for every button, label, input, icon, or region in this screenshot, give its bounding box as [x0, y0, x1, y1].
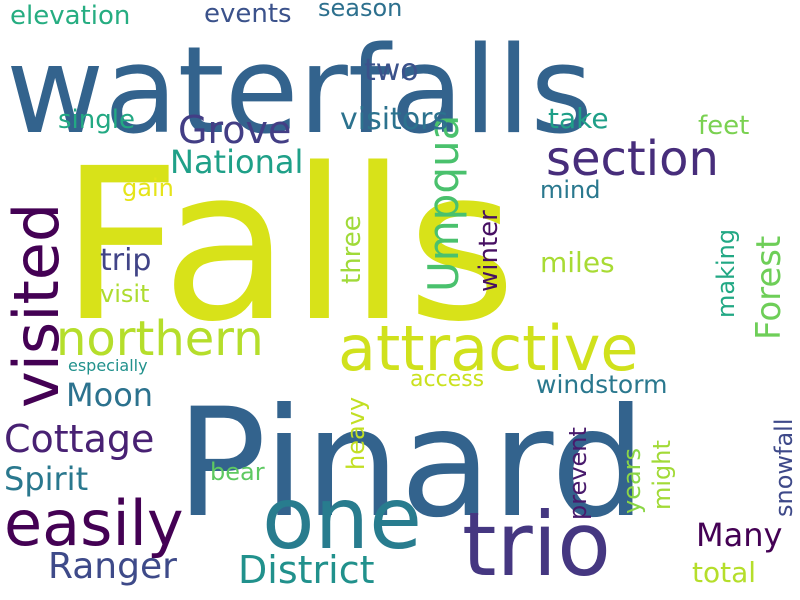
word-umpqua: Umpqua [419, 115, 468, 292]
word-total: total [692, 556, 756, 589]
word-winter: winter [474, 210, 504, 292]
word-take: take [548, 102, 609, 135]
word-visitors: visitors [340, 102, 448, 137]
word-visit: visit [100, 280, 149, 308]
word-many: Many [696, 516, 782, 554]
word-gain: gain [122, 174, 174, 202]
word-heavy: heavy [342, 397, 370, 470]
word-miles: miles [540, 246, 615, 279]
word-ranger: Ranger [48, 546, 177, 587]
word-forest: Forest [749, 236, 789, 340]
word-snowfall: snowfall [770, 418, 798, 517]
word-trio: trio [462, 493, 611, 596]
word-single: single [58, 105, 135, 135]
word-prevent: prevent [564, 427, 592, 520]
word-attractive: attractive [338, 312, 639, 385]
word-elevation: elevation [10, 1, 130, 31]
word-waterfalls: waterfalls [6, 22, 593, 161]
word-mind: mind [540, 176, 601, 204]
word-one: one [262, 469, 422, 569]
word-events: events [204, 0, 292, 29]
word-windstorm: windstorm [536, 370, 667, 399]
word-three: three [337, 215, 367, 284]
word-access: access [410, 367, 484, 392]
word-district: District [238, 548, 375, 592]
word-cottage: Cottage [4, 417, 154, 461]
word-national: National [170, 143, 303, 181]
word-section: section [546, 131, 719, 187]
word-trip: trip [100, 243, 151, 278]
word-two: two [364, 53, 419, 88]
word-bear: bear [210, 458, 265, 486]
word-falls: Falls [60, 123, 516, 368]
word-northern: northern [56, 311, 264, 367]
word-spirit: Spirit [4, 460, 88, 498]
word-making: making [712, 229, 740, 318]
word-years: years [618, 448, 646, 514]
word-visited: visited [0, 203, 73, 408]
word-might: might [648, 440, 676, 510]
word-season: season [318, 0, 402, 22]
word-feet: feet [698, 111, 749, 141]
word-pinard: Pinard [176, 377, 646, 551]
word-grove: Grove [178, 108, 291, 152]
word-especially: especially [68, 356, 148, 375]
word-moon: Moon [66, 376, 153, 414]
word-easily: easily [4, 487, 184, 560]
